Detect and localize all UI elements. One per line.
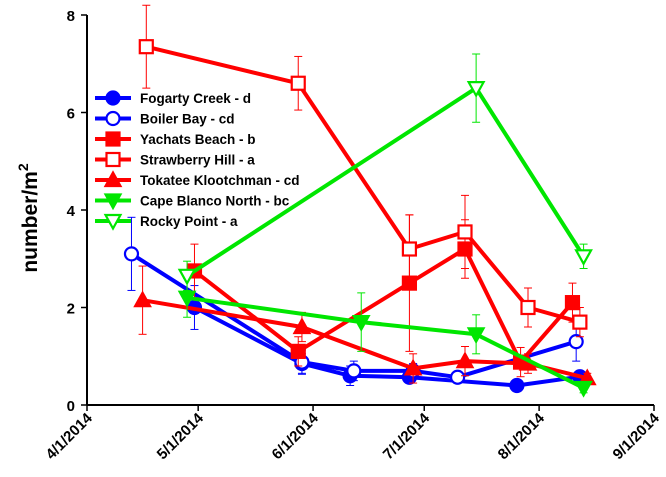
data-point <box>177 268 197 286</box>
legend-label: Fogarty Creek - d <box>140 91 251 106</box>
legend-item-fogarty-creek-d: Fogarty Creek - d <box>95 90 251 106</box>
series-strawberry-hill-a <box>138 4 588 338</box>
legend-item-strawberry-hill-a: Strawberry Hill - a <box>95 151 255 168</box>
data-point <box>572 314 588 330</box>
data-point <box>574 380 593 398</box>
data-point <box>520 299 536 316</box>
data-point <box>177 290 197 308</box>
legend-marker <box>105 131 121 147</box>
data-point <box>292 317 312 335</box>
data-point <box>346 363 362 379</box>
data-point <box>123 246 140 262</box>
legend-marker <box>103 170 123 188</box>
error-bars <box>142 4 584 338</box>
x-tick-label: 4/1/2014 <box>43 409 97 463</box>
series-rocky-point-a <box>177 53 593 291</box>
legend: Fogarty Creek - d Boiler Bay - cd Yachats … <box>95 90 300 231</box>
legend-label: Tokatee Klootchman - cd <box>140 173 300 188</box>
x-tick-label: 9/1/2014 <box>610 409 664 463</box>
series-layer <box>123 4 597 398</box>
x-tick-label: 5/1/2014 <box>154 409 208 463</box>
x-tick-label: 6/1/2014 <box>269 409 323 463</box>
legend-label: Rocky Point - a <box>140 214 238 229</box>
legend-label: Cape Blanco North - bc <box>140 194 290 209</box>
data-point <box>564 295 581 311</box>
data-point <box>290 343 306 359</box>
data-point <box>466 327 486 345</box>
series-line <box>130 252 577 380</box>
legend-item-tokatee-klootchman-cd: Tokatee Klootchman - cd <box>95 170 300 188</box>
legend-item-rocky-point-a: Rocky Point - a <box>95 213 238 231</box>
data-point <box>133 290 152 308</box>
legend-marker <box>105 90 121 106</box>
legend-item-boiler-bay-cd: Boiler Bay - cd <box>95 110 235 127</box>
data-point <box>290 75 306 91</box>
y-tick-label: 0 <box>67 398 75 415</box>
series-line <box>193 305 581 388</box>
series-line <box>193 247 575 365</box>
x-tick-label: 8/1/2014 <box>495 409 549 463</box>
legend-marker <box>105 110 121 127</box>
data-point <box>455 351 475 369</box>
legend-item-yachats-beach-b: Yachats Beach - b <box>95 131 256 147</box>
data-point <box>351 315 371 332</box>
data-point <box>509 377 525 394</box>
series-line <box>186 295 585 390</box>
y-tick-label: 6 <box>67 106 75 123</box>
y-axis-label-superscript: 2 <box>15 163 31 171</box>
y-axis-label: number/m2 <box>15 163 42 273</box>
legend-marker <box>105 151 121 168</box>
data-point <box>403 358 423 376</box>
legend-label: Strawberry Hill - a <box>140 153 255 168</box>
y-axis-label-text: number/m <box>19 171 42 273</box>
legend-item-cape-blanco-north-bc: Cape Blanco North - bc <box>95 193 290 211</box>
data-point <box>138 39 154 55</box>
series-line <box>145 44 581 325</box>
data-point <box>574 249 593 267</box>
data-point <box>466 81 486 98</box>
y-tick-label: 2 <box>67 301 75 318</box>
legend-label: Yachats Beach - b <box>140 132 256 147</box>
legend-marker <box>103 193 123 211</box>
legend-marker <box>103 213 123 231</box>
series-cape-blanco-north-bc <box>177 277 593 398</box>
legend-label: Boiler Bay - cd <box>140 112 235 127</box>
data-point <box>568 334 584 350</box>
data-point <box>401 241 418 257</box>
data-point <box>449 369 466 385</box>
y-tick-label: 4 <box>67 203 76 220</box>
x-tick-label: 7/1/2014 <box>380 409 434 463</box>
y-tick-label: 8 <box>67 8 75 25</box>
data-point <box>457 224 473 240</box>
